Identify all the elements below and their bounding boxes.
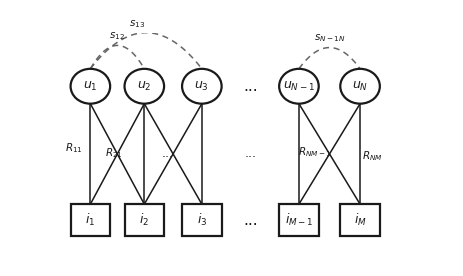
Text: $R_{NM-1}$: $R_{NM-1}$ — [298, 145, 332, 159]
Text: $R_{11}$: $R_{11}$ — [65, 141, 83, 155]
Text: $u_{N}$: $u_{N}$ — [351, 80, 367, 93]
Text: $u_{2}$: $u_{2}$ — [137, 80, 151, 93]
Text: $i_{M}$: $i_{M}$ — [353, 212, 366, 228]
Text: $i_{M-1}$: $i_{M-1}$ — [284, 212, 313, 228]
FancyBboxPatch shape — [181, 204, 221, 236]
FancyBboxPatch shape — [70, 204, 110, 236]
Text: $i_{2}$: $i_{2}$ — [139, 212, 149, 228]
Text: $u_{1}$: $u_{1}$ — [83, 80, 98, 93]
Text: $R_{NM}$: $R_{NM}$ — [362, 150, 382, 163]
Text: ...: ... — [244, 147, 256, 160]
Text: ...: ... — [243, 213, 257, 228]
FancyBboxPatch shape — [339, 204, 379, 236]
Ellipse shape — [70, 69, 110, 104]
Text: ...: ... — [243, 79, 257, 94]
Ellipse shape — [124, 69, 164, 104]
FancyBboxPatch shape — [279, 204, 318, 236]
Text: $u_{N-1}$: $u_{N-1}$ — [282, 80, 314, 93]
Text: $u_{3}$: $u_{3}$ — [194, 80, 209, 93]
Text: $i_{3}$: $i_{3}$ — [196, 212, 206, 228]
Text: $R_{21}$: $R_{21}$ — [105, 146, 122, 160]
FancyBboxPatch shape — [124, 204, 164, 236]
Text: $s_{13}$: $s_{13}$ — [129, 19, 145, 30]
Ellipse shape — [279, 69, 318, 104]
Text: $i_{1}$: $i_{1}$ — [85, 212, 95, 228]
Text: $s_{N-1 N}$: $s_{N-1 N}$ — [313, 33, 344, 44]
Text: ...: ... — [161, 147, 173, 160]
Text: $s_{12}$: $s_{12}$ — [109, 30, 125, 42]
Ellipse shape — [181, 69, 221, 104]
Ellipse shape — [339, 69, 379, 104]
